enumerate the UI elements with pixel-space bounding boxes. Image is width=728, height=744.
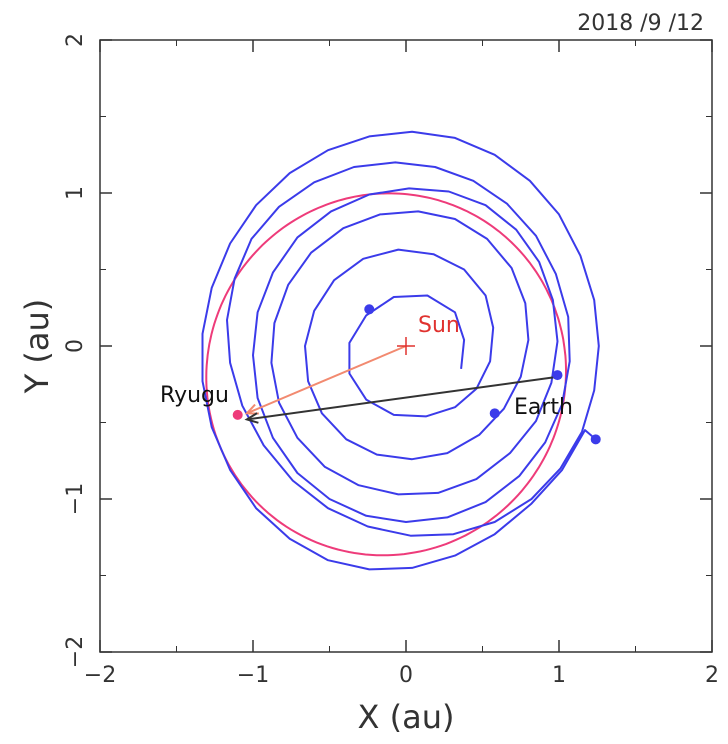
ryugu-marker [232,409,243,420]
ryugu-orbit [205,192,567,557]
sun-label: Sun [418,313,460,338]
y-tick-label: −2 [63,636,88,668]
x-tick-label: −1 [237,663,269,688]
earth-to-ryugu-shaft [246,375,560,421]
y-tick-label: 1 [63,186,88,200]
earth-label: Earth [514,395,573,420]
sun-to-ryugu-shaft [246,345,407,415]
x-tick-label: −2 [84,663,116,688]
ryugu-label: Ryugu [160,383,229,408]
y-tick-label: 2 [63,33,88,47]
x-tick-label: 1 [552,663,566,688]
vector-layer [244,345,560,424]
marker-layer [232,304,601,445]
x-axis-label: X (au) [358,698,455,736]
y-axis-label: Y (au) [18,299,56,395]
earth-to-ryugu-head [244,412,259,424]
y-tick-label: 0 [63,339,88,353]
date-label: 2018 /9 /12 [577,11,704,36]
trajectory-marker [489,408,500,419]
axis-ticks [99,39,713,653]
trajectory-marker [552,370,563,381]
x-tick-label: 0 [399,663,413,688]
orbit-layer [201,130,600,571]
trajectory-marker [364,304,375,315]
y-tick-label: −1 [63,483,88,515]
spiral-trajectory [201,130,600,571]
x-tick-label: 2 [705,663,719,688]
trajectory-marker [590,434,601,445]
axis-tick-labels: −2−2 −1 −1 0 0 1 1 2 2 [63,33,719,688]
